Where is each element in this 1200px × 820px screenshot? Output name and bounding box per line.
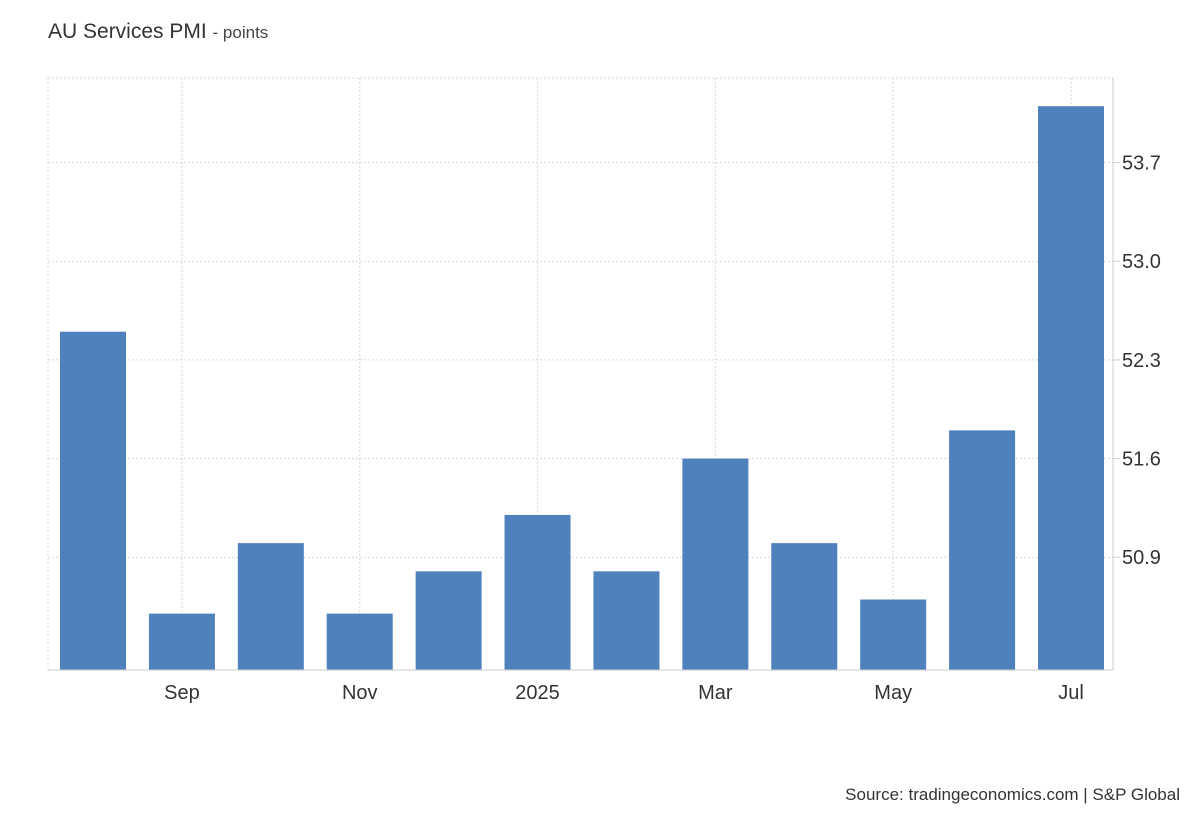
bar [949, 430, 1016, 670]
bar [860, 599, 927, 670]
bar [415, 571, 482, 670]
bars [60, 106, 1104, 670]
bar [237, 543, 304, 670]
chart-unit: - points [212, 23, 269, 42]
x-tick-label: Jul [1058, 682, 1084, 704]
bar-chart: 53.7 53.0 52.3 51.6 50.9 Sep Nov 2025 Mar May Jul [47, 77, 1161, 704]
chart-title: AU Services PMI [48, 20, 207, 43]
x-tick-label: May [874, 682, 912, 704]
bar [326, 613, 393, 670]
y-tick-label: 53.0 [1122, 251, 1161, 273]
y-tick-label: 51.6 [1122, 449, 1161, 471]
y-tick-label: 50.9 [1122, 547, 1161, 569]
x-tick-label: Sep [164, 682, 200, 704]
y-tick-labels: 53.7 53.0 52.3 51.6 50.9 [1122, 153, 1161, 570]
bar [1038, 106, 1104, 670]
bar [148, 613, 215, 670]
bar [682, 458, 749, 670]
bar [593, 571, 660, 670]
y-tick-label: 53.7 [1122, 153, 1161, 175]
bar [60, 331, 126, 670]
chart-title-block: AU Services PMI - points [48, 20, 268, 44]
source-note: Source: tradingeconomics.com | S&P Globa… [845, 785, 1180, 804]
y-tick-label: 52.3 [1122, 350, 1161, 372]
x-tick-label: 2025 [515, 682, 560, 704]
x-tick-labels: Sep Nov 2025 Mar May Jul [164, 682, 1084, 704]
bar [504, 514, 571, 670]
x-tick-label: Nov [342, 682, 378, 704]
x-tick-label: Mar [698, 682, 733, 704]
axes [48, 78, 1120, 671]
bar [771, 543, 838, 670]
